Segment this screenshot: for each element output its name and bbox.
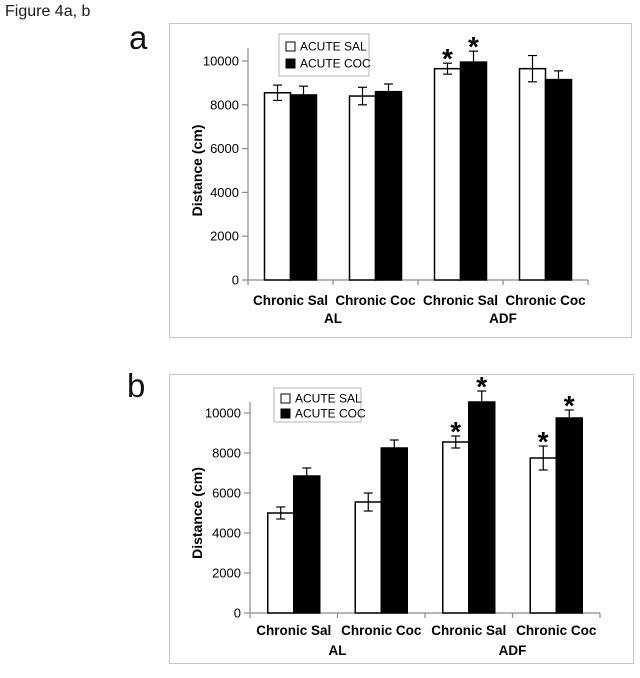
y-tick-label: 10000: [205, 406, 241, 421]
category-label: Chronic Sal: [423, 293, 498, 308]
legend-swatch: [285, 41, 296, 52]
legend-swatch: [280, 408, 291, 419]
panel-border: [169, 23, 632, 338]
bar-acute-coc: [544, 78, 573, 281]
y-axis-title: Distance (cm): [189, 125, 205, 217]
legend-label: ACUTE SAL: [300, 40, 367, 54]
y-tick-label: 10000: [203, 54, 239, 69]
legend-label: ACUTE COC: [295, 407, 366, 421]
panel-border: [169, 374, 634, 664]
y-tick-label: 8000: [212, 446, 241, 461]
group-label: AL: [324, 311, 342, 326]
legend-box: [278, 33, 370, 77]
group-label: ADF: [489, 311, 517, 326]
panel-a-label: a: [129, 19, 148, 56]
significance-asterisk: *: [564, 390, 575, 421]
significance-asterisk: *: [468, 31, 479, 62]
y-tick-label: 6000: [210, 141, 239, 156]
bar-acute-coc: [468, 401, 496, 614]
y-tick-label: 0: [232, 273, 239, 288]
bar-acute-sal: [267, 512, 295, 614]
bar-acute-coc: [289, 94, 318, 281]
y-tick-label: 2000: [210, 229, 239, 244]
significance-asterisk: *: [442, 43, 453, 74]
significance-asterisk: *: [450, 416, 461, 447]
bar-acute-sal: [348, 95, 377, 281]
significance-asterisk: *: [476, 371, 487, 402]
bar-acute-sal: [433, 67, 462, 281]
bar-acute-coc: [293, 475, 321, 614]
y-axis-title: Distance (cm): [189, 467, 205, 559]
category-label: Chronic Coc: [505, 293, 586, 308]
y-tick-label: 6000: [212, 486, 241, 501]
bar-acute-coc: [374, 90, 403, 281]
legend-swatch: [280, 393, 291, 404]
legend-label: ACUTE SAL: [295, 392, 362, 406]
bar-acute-sal: [354, 501, 382, 614]
category-label: Chronic Sal: [253, 293, 328, 308]
y-tick-label: 8000: [210, 97, 239, 112]
bar-acute-coc: [459, 61, 488, 281]
category-label: Chronic Coc: [516, 623, 597, 638]
bar-chart-b: 0 2000 4000 6000 8000 10000 Chronic Sal Chronic…: [169, 371, 634, 664]
bar-acute-sal: [442, 441, 470, 614]
group-label: ADF: [499, 643, 527, 658]
category-label: Chronic Sal: [256, 623, 331, 638]
bar-acute-coc: [380, 447, 408, 614]
bar-acute-sal: [518, 67, 547, 281]
significance-asterisk: *: [538, 426, 549, 457]
group-label: AL: [329, 643, 347, 658]
category-label: Chronic Sal: [431, 623, 506, 638]
legend-label: ACUTE COC: [300, 57, 371, 71]
category-label: Chronic Coc: [335, 293, 416, 308]
category-label: Chronic Coc: [341, 623, 422, 638]
y-tick-label: 4000: [210, 185, 239, 200]
panel-b-chart: 0 2000 4000 6000 8000 10000 Chronic Sal Chronic…: [169, 371, 634, 664]
bar-chart-a: 0 2000 4000 6000 8000 10000 Chronic Sal Chronic…: [169, 23, 632, 338]
figure-title: Figure 4a, b: [5, 3, 91, 20]
legend-swatch: [285, 58, 296, 69]
panel-b-label: b: [127, 367, 146, 404]
bar-acute-sal: [263, 92, 292, 281]
bar-acute-sal: [529, 457, 557, 614]
y-tick-label: 0: [234, 606, 241, 621]
y-tick-label: 2000: [212, 566, 241, 581]
y-tick-label: 4000: [212, 526, 241, 541]
bar-acute-coc: [555, 417, 583, 614]
panel-a-chart: 0 2000 4000 6000 8000 10000 Chronic Sal Chronic…: [169, 23, 632, 338]
